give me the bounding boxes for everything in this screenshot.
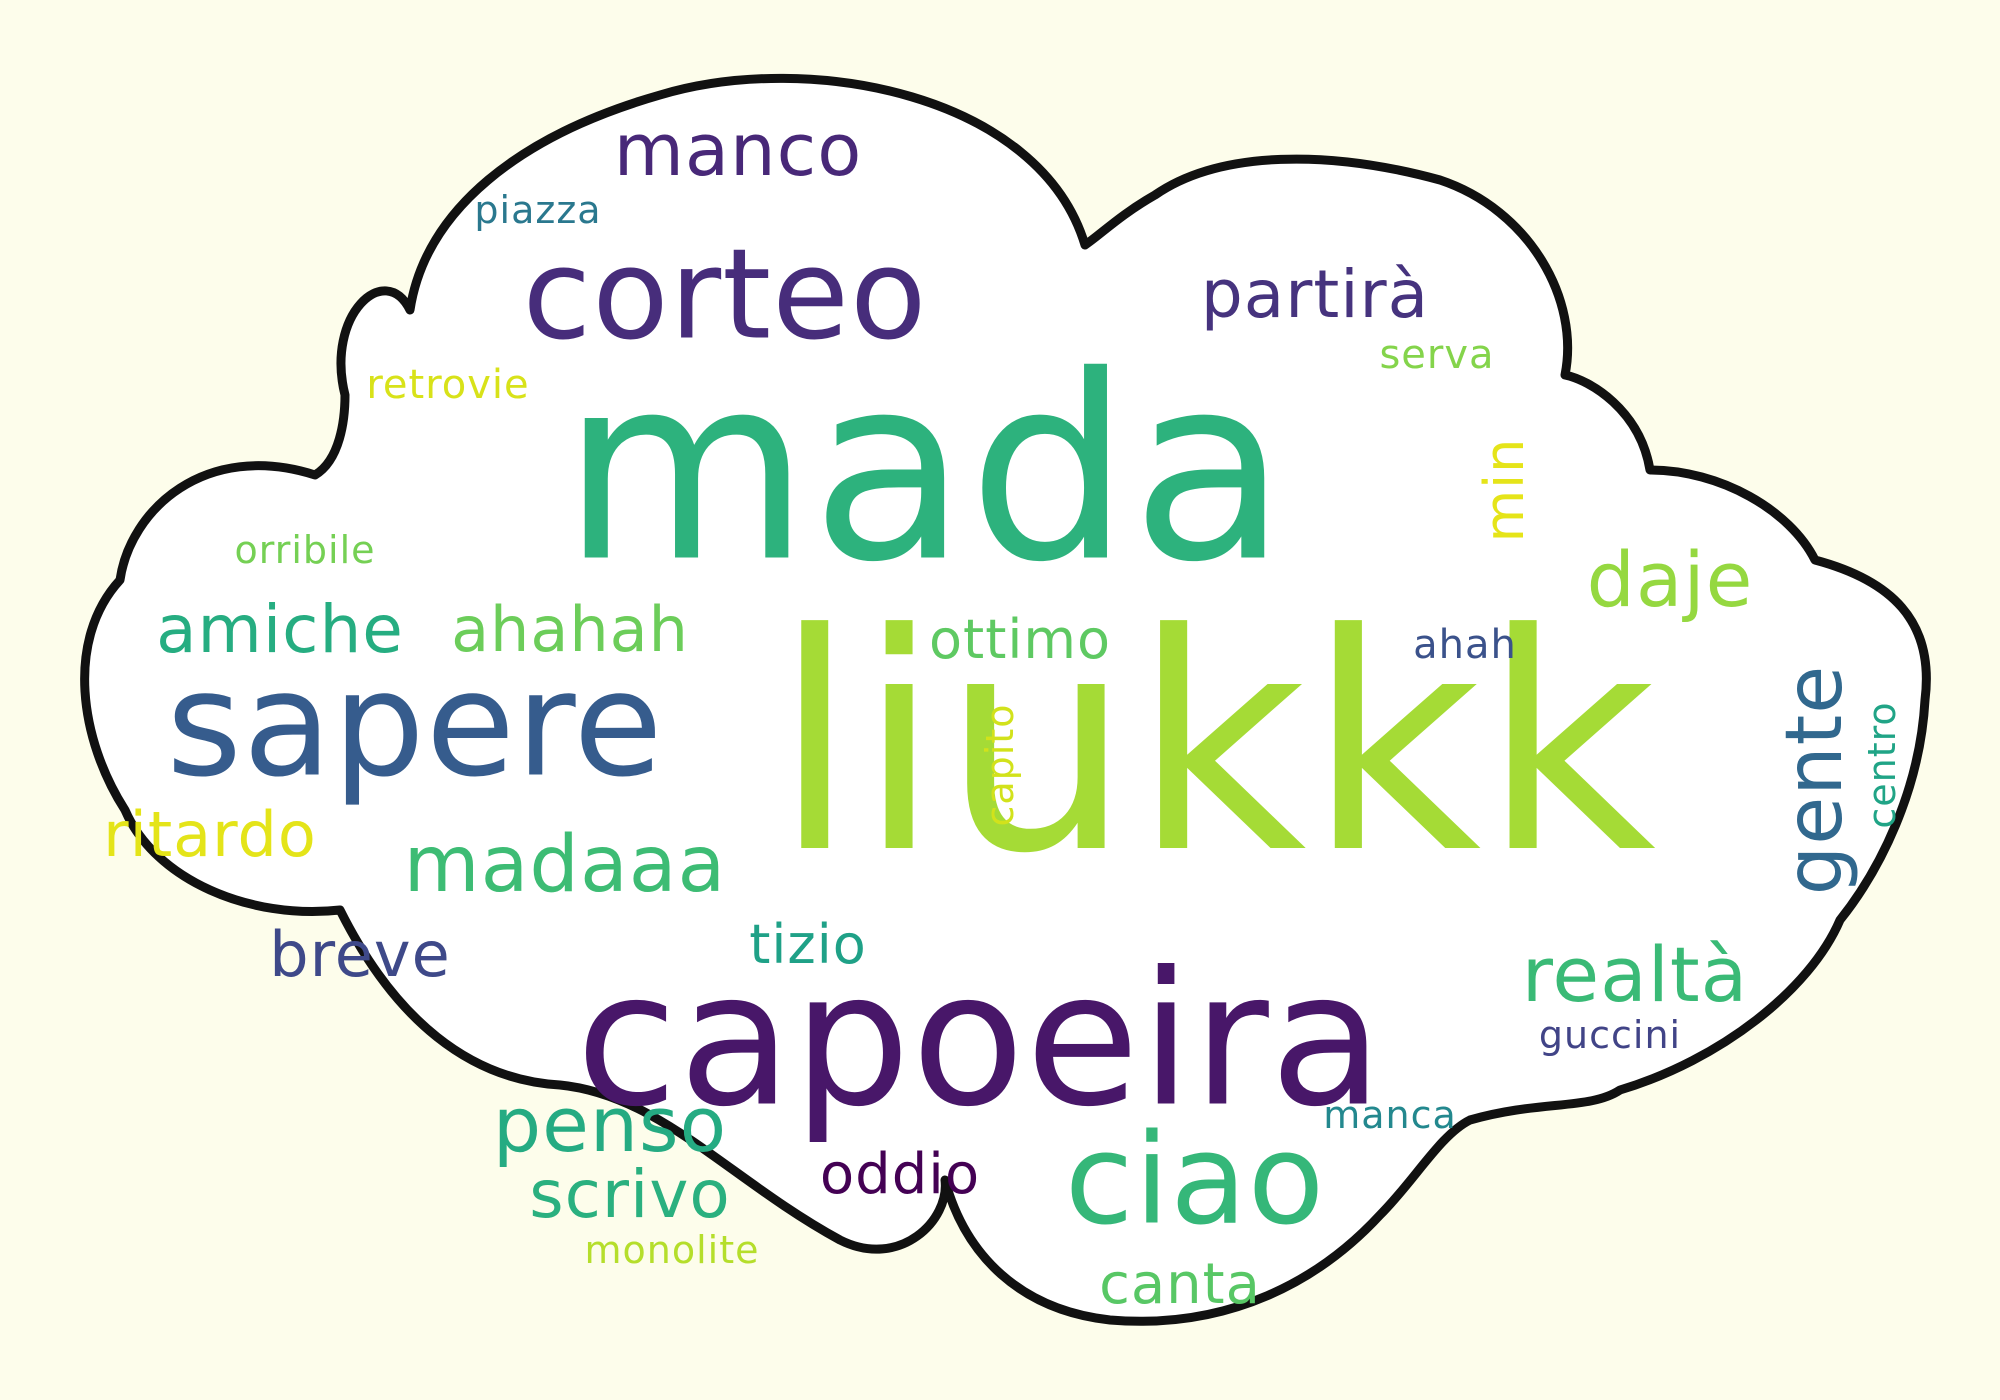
word-capoeira: capoeira	[575, 931, 1385, 1148]
word-amiche: amiche	[156, 591, 404, 668]
word-canta: canta	[1099, 1252, 1261, 1317]
word-serva: serva	[1379, 332, 1495, 378]
word-ahah: ahah	[1413, 622, 1517, 668]
word-manco: manco	[613, 108, 863, 192]
word-tizio: tizio	[749, 913, 867, 976]
word-ritardo: ritardo	[103, 798, 317, 871]
word-scrivo: scrivo	[529, 1156, 731, 1233]
cloud-outline	[80, 73, 1931, 1326]
word-ahahah: ahahah	[451, 593, 689, 666]
word-partira: partirà	[1200, 256, 1430, 333]
word-mada: mada	[561, 321, 1289, 619]
word-corteo: corteo	[522, 222, 928, 368]
word-monolite: monolite	[584, 1228, 760, 1272]
word-ciao: ciao	[1064, 1107, 1326, 1253]
word-oddio: oddio	[819, 1142, 981, 1207]
word-madaaa: madaaa	[403, 820, 727, 910]
word-manca: manca	[1323, 1093, 1457, 1137]
word-realta: realtà	[1521, 930, 1749, 1019]
word-retrovie: retrovie	[366, 362, 530, 408]
word-piazza: piazza	[474, 188, 602, 232]
word-orribile: orribile	[234, 528, 376, 572]
word-ottimo: ottimo	[928, 608, 1112, 671]
word-capito: capito	[978, 703, 1022, 827]
word-penso: penso	[492, 1080, 728, 1169]
word-centro: centro	[1860, 701, 1904, 829]
word-gente: gente	[1770, 664, 1860, 896]
word-guccini: guccini	[1538, 1013, 1682, 1057]
word-min: min	[1473, 437, 1536, 543]
word-liukkk: liukkk	[772, 570, 1658, 919]
word-sapere: sapere	[166, 640, 664, 810]
word-breve: breve	[269, 918, 451, 991]
word-daje: daje	[1586, 535, 1754, 624]
